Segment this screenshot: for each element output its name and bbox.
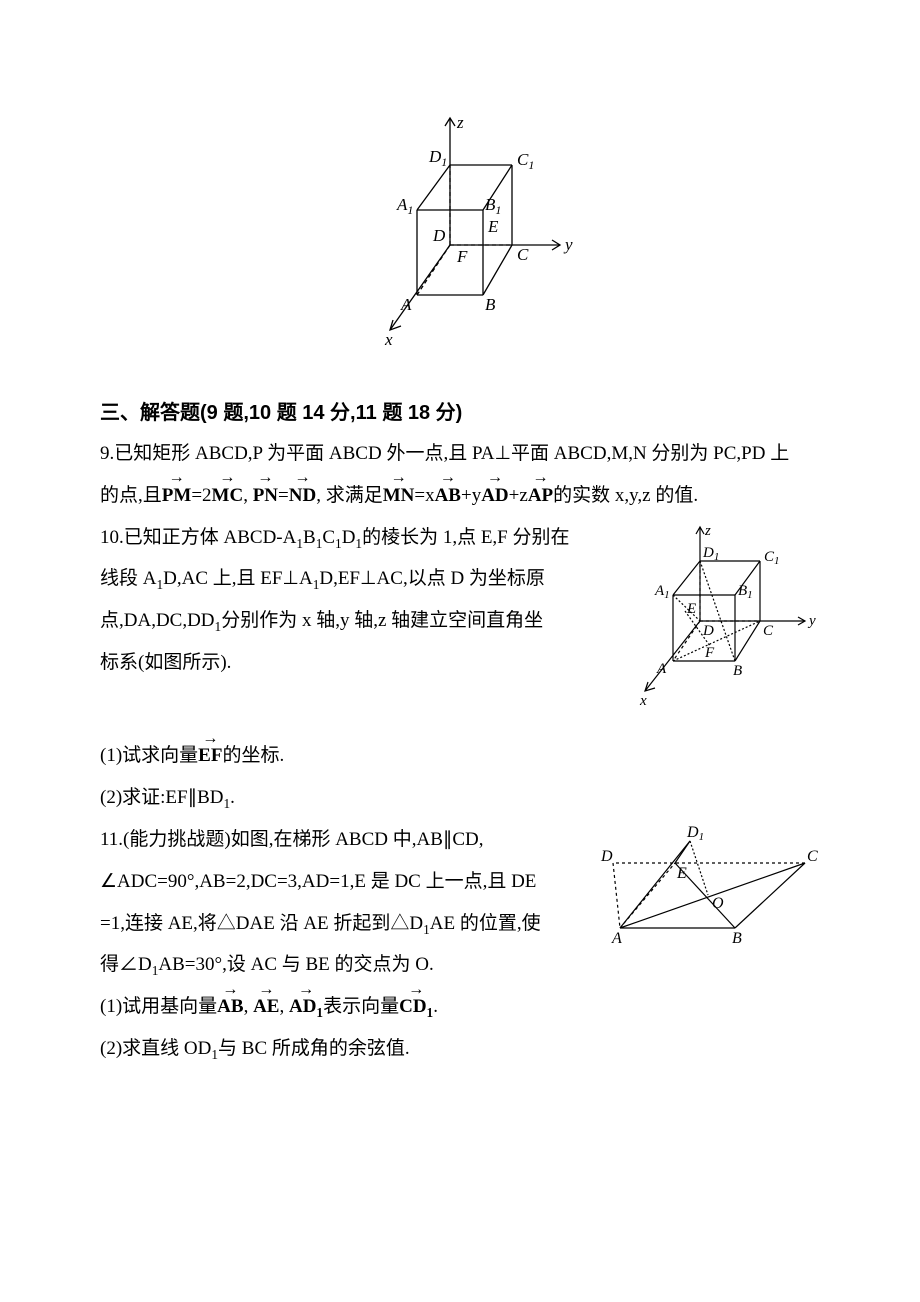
p10-l4: 标系(如图所示). [100, 652, 231, 673]
vec-EF: EF [198, 735, 222, 777]
f2-B: B [733, 663, 742, 679]
p10-l1d: D [342, 527, 356, 548]
axis-x-label: x [384, 330, 393, 349]
p10-q2b: . [230, 787, 235, 808]
pt-C: C [517, 245, 529, 264]
vec-ND: ND [289, 475, 316, 517]
p10-l3b: 分别作为 x 轴,y 轴,z 轴建立空间直角坐 [221, 610, 543, 631]
figure-cube-top: z y x A B C D E F A1 B1 C1 D1 [100, 110, 820, 376]
p11-l3a: =1,连接 AE,将△DAE 沿 AE 折起到△D [100, 913, 423, 934]
p11-c1: , [244, 996, 254, 1017]
p11-q2a: (2)求直线 OD [100, 1038, 211, 1059]
problem-10: z y x A B C D E F A1 B1 C1 D1 10.已知正方体 A… [100, 517, 820, 819]
f3-D: D [600, 848, 613, 865]
pt-B1: B1 [485, 195, 501, 217]
problem-9: 9.已知矩形 ABCD,P 为平面 ABCD 外一点,且 PA⊥平面 ABCD,… [100, 433, 820, 517]
pt-E: E [487, 217, 499, 236]
f2-B1: B1 [738, 583, 753, 601]
vec-AP: AP [528, 475, 553, 517]
f2-A1: A1 [654, 583, 670, 601]
problem-11: A B C D E O D1 11.(能力挑战题)如图,在梯形 ABCD 中,A… [100, 819, 820, 1070]
p10-s3: 1 [335, 535, 342, 550]
p11-l3b: AE 的位置,使 [430, 913, 541, 934]
f3-O: O [712, 895, 724, 912]
p11-s1: 1 [423, 921, 430, 936]
vec-AE2: AE [253, 986, 279, 1028]
p9-l2a: 的点,且 [100, 485, 162, 506]
p10-s1: 1 [296, 535, 303, 550]
f2-y: y [807, 613, 816, 629]
pt-C1: C1 [517, 150, 534, 172]
p11-l2: ∠ADC=90°,AB=2,DC=3,AD=1,E 是 DC 上一点,且 DE [100, 871, 536, 892]
p9-l2c: 的实数 x,y,z 的值. [553, 485, 698, 506]
f2-x: x [639, 693, 647, 709]
p10-l2c: D,EF⊥AC,以点 D 为坐标原 [319, 568, 545, 589]
p10-l2a: 线段 A [100, 568, 156, 589]
p10-l2b: D,AC 上,且 EF⊥A [163, 568, 313, 589]
p9-eq1: =2 [191, 485, 211, 506]
p11-q1a: (1)试用基向量 [100, 996, 217, 1017]
vec-AB: AB [435, 475, 461, 517]
vec-AD: AD [481, 475, 508, 517]
figure-cube-p10: z y x A B C D E F A1 B1 C1 D1 [605, 521, 820, 732]
p9-l2b: , 求满足 [316, 485, 383, 506]
cube-svg-p10: z y x A B C D E F A1 B1 C1 D1 [605, 521, 820, 716]
f3-B: B [732, 930, 742, 947]
p10-q2a: (2)求证:EF∥BD [100, 787, 224, 808]
f3-C: C [807, 848, 818, 865]
pt-B: B [485, 295, 496, 314]
p9-plus1: +y [461, 485, 481, 506]
vec-CD1: CD1 [399, 986, 433, 1028]
f2-C: C [763, 623, 774, 639]
p10-l1b: B [303, 527, 316, 548]
p9-c1: , [243, 485, 253, 506]
p10-q1b: 的坐标. [222, 745, 284, 766]
axis-z-label: z [456, 113, 464, 132]
vec-MN: MN [383, 475, 415, 517]
f2-C1: C1 [764, 549, 780, 567]
vec-MC: MC [212, 475, 244, 517]
pt-D: D [432, 226, 446, 245]
vec-PN: PN [253, 475, 278, 517]
pt-A1: A1 [396, 195, 413, 217]
p11-c2: , [279, 996, 289, 1017]
f2-D1: D1 [702, 545, 719, 563]
f2-E: E [686, 601, 696, 617]
vec-AD1: AD1 [289, 986, 323, 1028]
pt-F: F [456, 247, 468, 266]
cube-svg-top: z y x A B C D E F A1 B1 C1 D1 [335, 110, 585, 370]
f2-z: z [704, 523, 711, 539]
f3-A: A [611, 930, 622, 947]
p10-l1a: 10.已知正方体 ABCD-A [100, 527, 296, 548]
p10-l1c: C [322, 527, 335, 548]
f2-D: D [702, 623, 714, 639]
page: z y x A B C D E F A1 B1 C1 D1 三、解答题(9 题,… [0, 0, 920, 1270]
pt-A: A [400, 295, 412, 314]
axis-y-label: y [563, 235, 573, 254]
p9-plus2: +z [509, 485, 528, 506]
p10-l1e: 的棱长为 1,点 E,F 分别在 [362, 527, 569, 548]
pt-D1: D1 [428, 147, 447, 169]
p11-l4a: 得∠D [100, 954, 152, 975]
f2-F: F [704, 645, 715, 661]
p10-q1a: (1)试求向量 [100, 745, 198, 766]
p9-eq2: = [278, 485, 289, 506]
f3-D1: D1 [686, 824, 704, 843]
p11-q1c: . [433, 996, 438, 1017]
p11-q2b: 与 BC 所成角的余弦值. [218, 1038, 410, 1059]
f2-A: A [656, 661, 667, 677]
figure-trapezoid-p11: A B C D E O D1 [595, 823, 820, 969]
vec-AB2: AB [217, 986, 243, 1028]
p10-l3a: 点,DA,DC,DD [100, 610, 215, 631]
p9-eq3: =x [414, 485, 434, 506]
vec-PM: PM [162, 475, 192, 517]
fold-svg-p11: A B C D E O D1 [595, 823, 820, 953]
p11-l1: 11.(能力挑战题)如图,在梯形 ABCD 中,AB∥CD, [100, 829, 484, 850]
p11-q1b: 表示向量 [323, 996, 399, 1017]
f3-E: E [676, 865, 687, 882]
section-header: 三、解答题(9 题,10 题 14 分,11 题 18 分) [100, 396, 820, 425]
